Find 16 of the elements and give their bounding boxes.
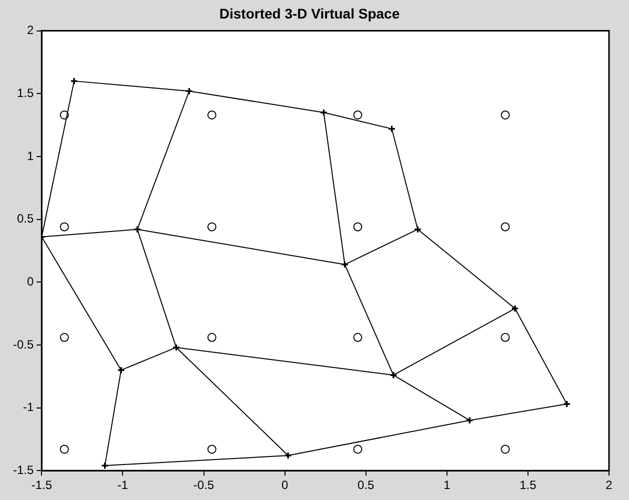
x-tick-label: -0.5 [193,478,214,492]
x-tick-label: 1.5 [520,478,537,492]
y-tick-label: 1 [26,148,34,163]
x-tick-label: 0 [281,478,288,492]
y-tick-label: 1.5 [16,86,34,100]
x-tick-label: 2 [606,478,613,492]
x-tick-label: 0.5 [358,478,375,492]
y-tick-label: 0 [26,274,34,288]
y-tick-label: -1 [23,400,34,414]
y-tick-label: -0.5 [12,337,34,352]
x-tick-label: 1 [444,478,451,492]
y-tick-label: 2 [26,23,34,38]
chart-title: Distorted 3-D Virtual Space [219,5,400,22]
y-tick-label: 0.5 [16,212,34,226]
x-tick-label: -1 [117,478,128,492]
y-tick-label: -1.5 [12,462,34,477]
